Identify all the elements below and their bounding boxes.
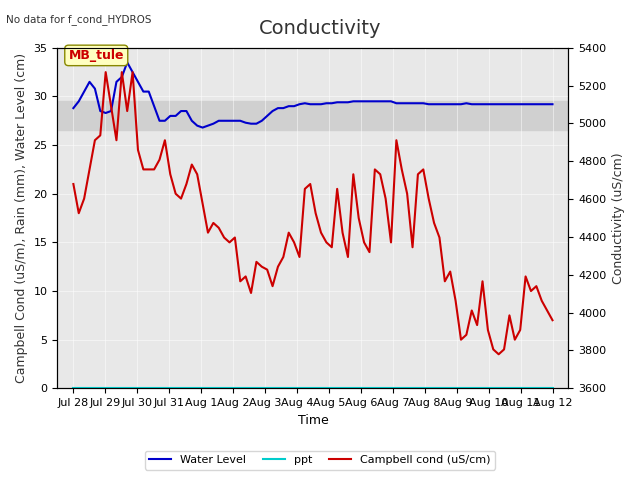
- Legend: Water Level, ppt, Campbell cond (uS/cm): Water Level, ppt, Campbell cond (uS/cm): [145, 451, 495, 469]
- Y-axis label: Conductivity (uS/cm): Conductivity (uS/cm): [612, 152, 625, 284]
- X-axis label: Time: Time: [298, 414, 328, 427]
- Text: MB_tule: MB_tule: [68, 49, 124, 62]
- Y-axis label: Campbell Cond (uS/m), Rain (mm), Water Level (cm): Campbell Cond (uS/m), Rain (mm), Water L…: [15, 53, 28, 383]
- Text: No data for f_cond_HYDROS: No data for f_cond_HYDROS: [6, 14, 152, 25]
- Text: Conductivity: Conductivity: [259, 19, 381, 38]
- Bar: [58, 101, 568, 131]
